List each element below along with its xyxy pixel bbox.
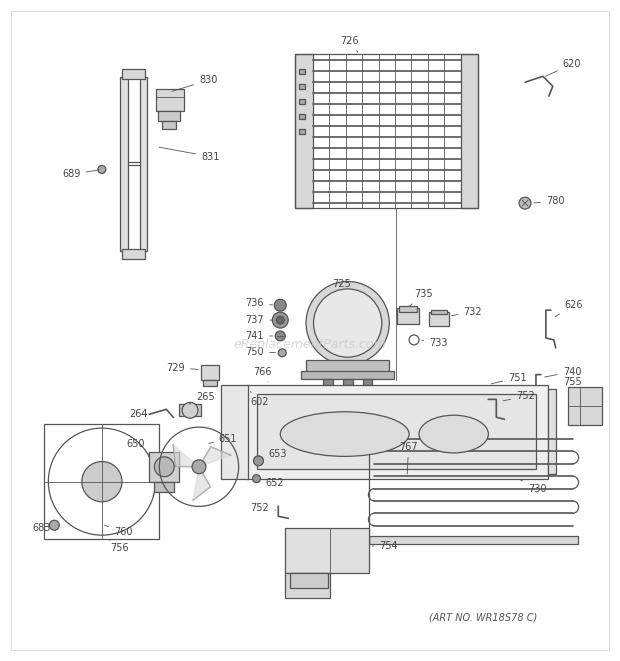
Text: 741: 741	[246, 331, 273, 341]
Bar	[290, 573, 328, 588]
Text: 264: 264	[130, 409, 148, 419]
Bar	[246, 385, 548, 479]
Bar	[429, 312, 449, 326]
Circle shape	[182, 403, 198, 418]
Polygon shape	[193, 467, 210, 500]
Text: 756: 756	[110, 540, 128, 553]
Bar	[149, 452, 179, 482]
Bar	[301, 371, 394, 379]
Text: 755: 755	[563, 377, 582, 387]
Text: 730: 730	[521, 480, 546, 494]
Bar	[45, 424, 159, 539]
Circle shape	[98, 165, 106, 173]
Text: 602: 602	[250, 391, 269, 407]
Text: 831: 831	[159, 147, 219, 161]
Text: 626: 626	[555, 300, 583, 317]
Ellipse shape	[280, 412, 409, 456]
Bar	[179, 405, 201, 416]
Bar	[285, 573, 330, 598]
Text: 653: 653	[262, 449, 287, 459]
Bar	[548, 389, 556, 474]
Text: 652: 652	[259, 478, 284, 488]
Circle shape	[254, 456, 264, 466]
Text: 750: 750	[246, 347, 275, 357]
Bar	[299, 114, 305, 119]
Circle shape	[274, 299, 286, 311]
Bar	[156, 89, 184, 111]
Text: 754: 754	[372, 541, 398, 551]
Text: 767: 767	[399, 442, 418, 474]
Polygon shape	[173, 445, 199, 467]
Circle shape	[306, 282, 389, 365]
Text: 726: 726	[340, 36, 358, 52]
Circle shape	[154, 457, 174, 477]
Text: 740: 740	[544, 367, 581, 377]
Circle shape	[272, 312, 288, 328]
Text: 752: 752	[503, 391, 535, 401]
Bar	[221, 385, 247, 479]
Bar	[140, 77, 148, 251]
Text: 689: 689	[62, 169, 99, 179]
Text: 725: 725	[332, 280, 350, 290]
Text: 651: 651	[209, 434, 237, 444]
Bar	[399, 306, 417, 312]
Bar	[285, 528, 370, 573]
Bar	[306, 360, 389, 373]
Text: 751: 751	[491, 373, 527, 384]
Bar	[162, 121, 176, 129]
Circle shape	[314, 289, 382, 357]
Text: 733: 733	[422, 338, 448, 348]
Bar	[122, 69, 146, 79]
Bar	[257, 395, 536, 469]
Text: 760: 760	[105, 525, 132, 537]
Bar	[295, 54, 313, 208]
Circle shape	[278, 349, 286, 357]
Bar	[203, 379, 217, 387]
Bar	[370, 536, 578, 544]
Bar	[568, 387, 603, 425]
Bar	[299, 99, 305, 104]
Bar	[299, 84, 305, 89]
Text: (ART NO. WR18S78 C): (ART NO. WR18S78 C)	[429, 612, 537, 623]
Ellipse shape	[419, 415, 489, 453]
Bar	[154, 482, 174, 492]
Text: 752: 752	[250, 504, 275, 514]
Text: 265: 265	[189, 393, 215, 405]
Polygon shape	[199, 447, 231, 467]
Circle shape	[82, 461, 122, 502]
Bar	[295, 54, 479, 208]
Circle shape	[50, 520, 60, 530]
Text: 620: 620	[546, 59, 581, 76]
Text: 729: 729	[166, 363, 198, 373]
Bar	[122, 249, 146, 258]
Text: 830: 830	[172, 75, 218, 91]
Bar	[431, 310, 447, 314]
Circle shape	[519, 197, 531, 209]
Circle shape	[192, 460, 206, 474]
Text: 735: 735	[409, 290, 433, 307]
Circle shape	[252, 475, 260, 483]
Text: 766: 766	[254, 367, 272, 382]
Bar	[120, 77, 128, 251]
Circle shape	[277, 316, 284, 324]
Text: 736: 736	[246, 298, 273, 308]
Bar	[323, 379, 333, 385]
Bar	[343, 379, 353, 385]
Bar	[397, 308, 419, 324]
Text: eReplacementParts.com: eReplacementParts.com	[234, 338, 386, 352]
Text: 732: 732	[451, 307, 482, 317]
Bar	[461, 54, 479, 208]
Bar	[299, 69, 305, 74]
Circle shape	[275, 331, 285, 341]
Text: 650: 650	[126, 439, 149, 454]
Bar	[158, 111, 180, 121]
Text: 737: 737	[246, 315, 272, 325]
Text: 780: 780	[534, 196, 564, 206]
Text: 683: 683	[32, 524, 51, 533]
Bar	[299, 129, 305, 134]
Bar	[363, 379, 373, 385]
Bar	[201, 365, 219, 379]
